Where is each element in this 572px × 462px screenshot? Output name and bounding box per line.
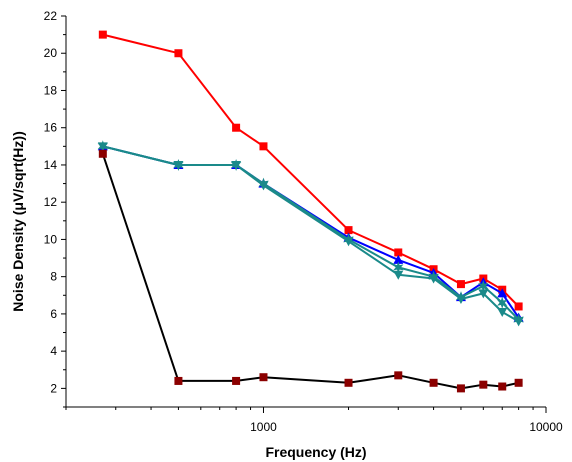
series-5-point — [456, 384, 465, 393]
series-1-point — [456, 280, 465, 289]
series-5-line — [101, 153, 519, 390]
y-tick-label: 14 — [44, 158, 58, 172]
series-1 — [98, 30, 523, 311]
series-5-point — [429, 378, 438, 387]
series-5-point — [514, 378, 523, 387]
series-3-point — [497, 308, 508, 318]
series-2-point — [393, 254, 404, 264]
series-1-point — [232, 123, 241, 132]
series-4-point — [497, 296, 508, 309]
y-tick-label: 20 — [44, 46, 58, 60]
series-4-point — [97, 140, 108, 153]
series-4-point — [393, 261, 404, 274]
series-4-point — [343, 233, 354, 246]
y-tick-label: 4 — [50, 344, 57, 358]
series-5-point — [174, 376, 183, 385]
series-1-point — [514, 302, 523, 311]
series-4-line — [102, 145, 520, 321]
series-5-point — [344, 378, 353, 387]
y-tick-label: 2 — [50, 381, 57, 395]
series-4-point — [478, 280, 489, 292]
series-4 — [97, 140, 524, 326]
series-1-point — [259, 142, 268, 151]
y-tick-label: 18 — [44, 83, 58, 97]
series-4-point — [173, 159, 184, 171]
y-tick-label: 16 — [44, 121, 58, 135]
series-5-point — [98, 149, 107, 158]
series-1-point — [174, 49, 183, 58]
series-5 — [98, 149, 523, 393]
x-axis-label: Frequency (Hz) — [265, 444, 366, 460]
series-1-line — [102, 33, 520, 308]
series-5-point — [394, 371, 403, 380]
x-tick-label: 1000 — [250, 420, 277, 434]
series-5-point — [259, 373, 268, 382]
series-5-point — [232, 376, 241, 385]
series-1-point — [98, 30, 107, 39]
series-3-point — [478, 289, 489, 299]
series-4-point — [258, 177, 269, 190]
series-2-line — [102, 145, 520, 319]
series-4-point — [230, 159, 242, 171]
y-tick-label: 10 — [44, 232, 58, 246]
series-2 — [97, 141, 524, 322]
y-axis-label: Noise Density (μV/sqrt(Hz)) — [10, 131, 26, 311]
series-4-point — [513, 313, 524, 326]
x-tick-label: 10000 — [529, 420, 563, 434]
y-tick-label: 6 — [50, 307, 57, 321]
series-1-point — [344, 226, 353, 235]
series-5-point — [479, 380, 488, 389]
axes: 2 4 6 8 10 12 14 16 18 20 22 1000 10000 — [44, 9, 563, 434]
y-tick-label: 12 — [44, 195, 58, 209]
series-layer — [97, 30, 524, 393]
series-3-point — [393, 270, 404, 280]
y-tick-label: 8 — [50, 270, 57, 284]
series-4-point — [428, 270, 439, 283]
axis-labels: Frequency (Hz) Noise Density (μV/sqrt(Hz… — [10, 131, 367, 460]
y-tick-label: 22 — [44, 9, 58, 23]
series-2-point — [497, 288, 508, 298]
series-4-point — [455, 291, 467, 304]
series-5-point — [498, 382, 507, 391]
series-1-point — [394, 248, 403, 257]
